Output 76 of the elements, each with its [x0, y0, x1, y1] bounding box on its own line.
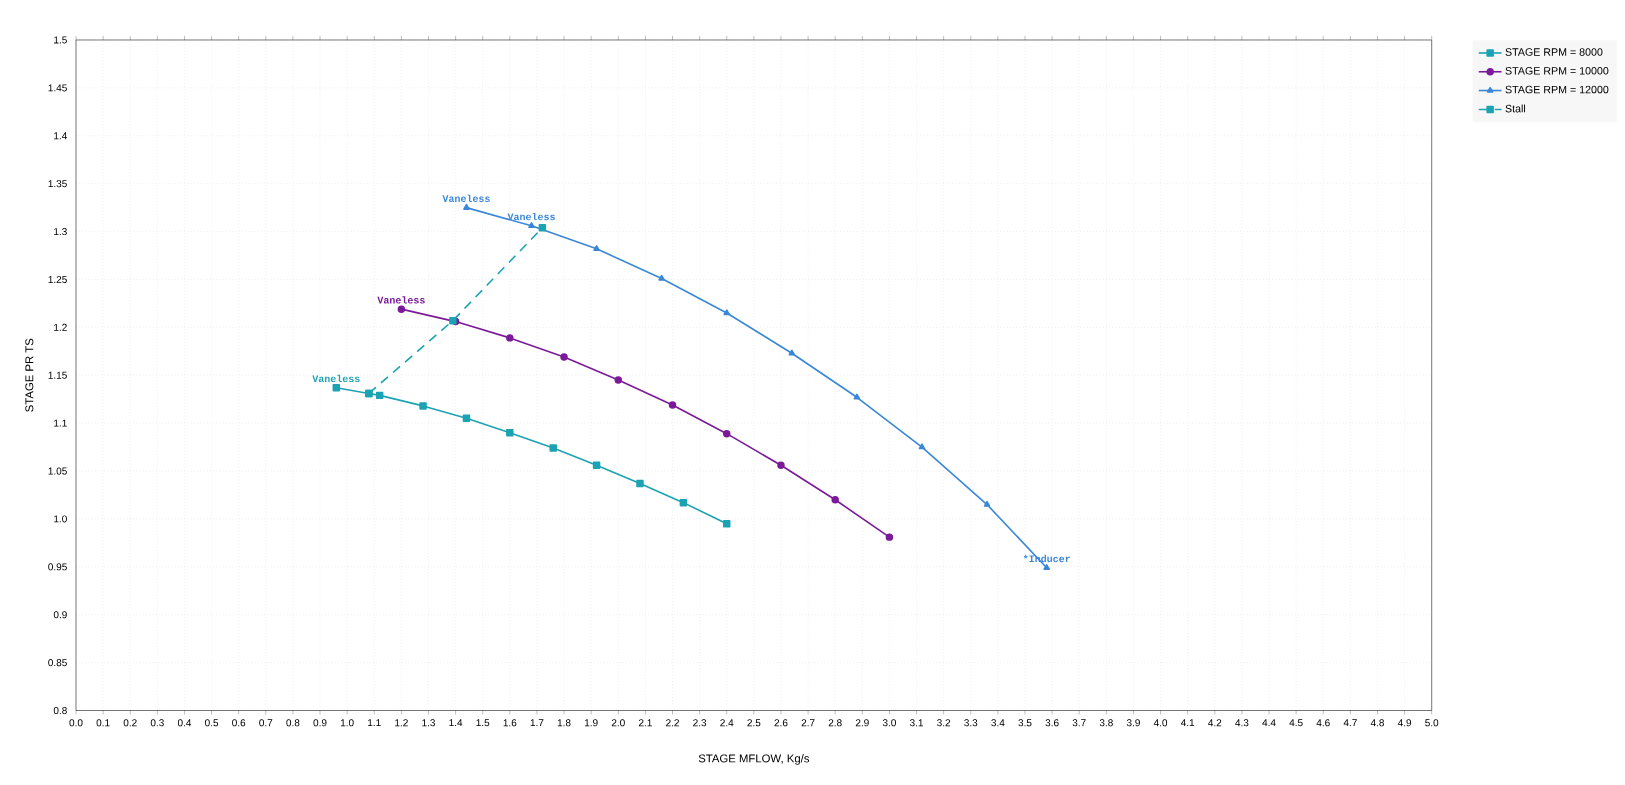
y-tick-label: 1.5 — [54, 36, 67, 44]
x-tick-label: 4.1 — [1180, 719, 1195, 727]
x-tick-label: 0.8 — [286, 719, 300, 727]
y-tick-label: 1.35 — [48, 180, 67, 188]
x-tick-label: 0.2 — [123, 719, 137, 727]
y-tick-label: 1.25 — [48, 275, 67, 283]
x-tick-label: 1.1 — [368, 719, 381, 727]
x-tick-label: 0.4 — [177, 719, 192, 727]
x-tick-label: 2.3 — [693, 719, 707, 727]
y-tick-label: 1.0 — [54, 515, 67, 523]
x-tick-label: 2.8 — [828, 719, 842, 727]
legend-label: Stall — [1505, 104, 1526, 113]
annotation: Vaneless — [507, 212, 555, 221]
x-tick-label: 2.6 — [774, 719, 788, 727]
x-tick-label: 0.7 — [259, 719, 273, 727]
x-tick-label: 1.2 — [395, 719, 408, 727]
x-tick-label: 1.9 — [584, 719, 598, 727]
x-tick-label: 0.0 — [69, 719, 83, 727]
x-tick-label: 1.5 — [476, 719, 490, 727]
legend-label: STAGE RPM = 8000 — [1505, 48, 1603, 56]
x-tick-label: 0.3 — [150, 719, 164, 727]
y-tick-label: 0.9 — [53, 611, 67, 619]
y-tick-label: 1.45 — [48, 84, 67, 92]
x-axis-title: STAGE MFLOW, Kg/s — [698, 754, 810, 765]
x-tick-label: 2.0 — [611, 719, 625, 727]
x-tick-label: 4.9 — [1397, 719, 1412, 727]
x-tick-label: 2.2 — [666, 719, 679, 727]
x-tick-label: 3.4 — [991, 719, 1005, 727]
legend-label: STAGE RPM = 10000 — [1505, 66, 1609, 75]
annotation: Vaneless — [312, 374, 360, 383]
x-tick-label: 4.5 — [1289, 719, 1303, 727]
x-tick-label: 0.1 — [96, 719, 110, 727]
y-axis-title: STAGE PR TS — [25, 338, 34, 412]
x-tick-label: 3.9 — [1126, 719, 1140, 727]
x-tick-label: 3.0 — [882, 719, 896, 727]
x-tick-label: 1.3 — [422, 719, 435, 727]
x-tick-label: 3.6 — [1045, 719, 1059, 727]
x-tick-label: 0.6 — [232, 719, 246, 727]
x-tick-label: 2.7 — [801, 719, 815, 727]
x-tick-label: 4.8 — [1370, 719, 1384, 727]
annotation: Vaneless — [377, 296, 425, 304]
x-tick-label: 3.2 — [937, 719, 951, 727]
x-tick-label: 2.5 — [747, 719, 761, 727]
x-tick-label: 1.0 — [340, 719, 354, 727]
x-tick-label: 1.8 — [557, 719, 571, 727]
x-tick-label: 4.2 — [1208, 719, 1222, 727]
x-tick-label: 4.3 — [1235, 719, 1249, 727]
annotation: Vaneless — [442, 194, 490, 202]
x-tick-label: 2.4 — [720, 719, 734, 727]
x-tick-label: 0.5 — [205, 719, 219, 727]
y-tick-label: 1.4 — [54, 132, 67, 140]
x-tick-label: 1.4 — [449, 719, 463, 727]
y-tick-label: 0.95 — [48, 563, 67, 571]
x-tick-label: 4.7 — [1343, 719, 1357, 727]
x-tick-label: 4.4 — [1262, 719, 1276, 727]
x-tick-label: 0.9 — [313, 719, 327, 727]
x-tick-label: 1.6 — [503, 719, 517, 727]
x-tick-label: 2.9 — [855, 719, 869, 727]
y-tick-label: 1.3 — [54, 227, 67, 236]
y-tick-label: 1.1 — [54, 419, 67, 427]
y-tick-label: 1.2 — [54, 323, 67, 331]
x-tick-label: 5.0 — [1425, 719, 1439, 727]
x-tick-label: 1.7 — [530, 719, 544, 727]
x-tick-label: 2.1 — [638, 719, 652, 727]
y-tick-label: 1.15 — [48, 371, 67, 379]
x-tick-label: 3.7 — [1072, 719, 1086, 727]
y-tick-label: 0.85 — [48, 658, 67, 667]
y-tick-label: 0.8 — [53, 706, 67, 714]
x-tick-label: 3.8 — [1099, 719, 1113, 727]
y-tick-label: 1.05 — [48, 467, 67, 475]
x-tick-label: 4.0 — [1153, 719, 1168, 727]
x-tick-label: 4.6 — [1316, 719, 1330, 727]
x-tick-label: 3.5 — [1018, 719, 1032, 727]
legend-label: STAGE RPM = 12000 — [1505, 85, 1609, 94]
x-tick-label: 3.3 — [964, 719, 978, 727]
x-tick-label: 3.1 — [909, 719, 924, 727]
